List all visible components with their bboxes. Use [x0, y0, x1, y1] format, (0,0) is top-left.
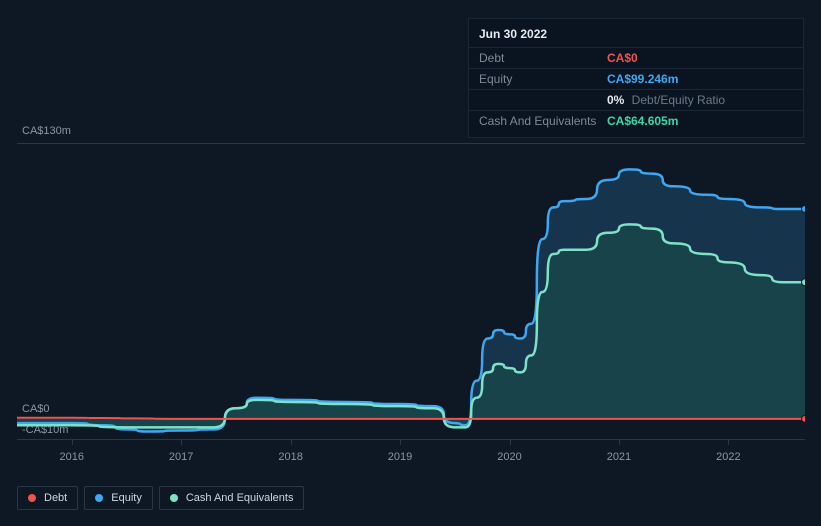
legend: Debt Equity Cash And Equivalents	[17, 486, 304, 510]
x-tick	[400, 439, 401, 445]
financial-chart: Jun 30 2022 DebtCA$0EquityCA$99.246m0% D…	[0, 0, 821, 526]
legend-label: Cash And Equivalents	[186, 492, 294, 504]
tooltip-value: CA$0	[607, 51, 638, 65]
x-axis-label: 2018	[278, 451, 302, 463]
cash-area	[17, 224, 805, 427]
x-tick	[72, 439, 73, 445]
legend-dot-icon	[170, 494, 178, 502]
x-axis-label: 2019	[388, 451, 412, 463]
tooltip-label: Cash And Equivalents	[479, 114, 607, 128]
tooltip-label: Debt	[479, 51, 607, 65]
cash-end-dot	[802, 279, 806, 286]
legend-dot-icon	[28, 494, 36, 502]
x-axis-label: 2022	[716, 451, 740, 463]
plot-area[interactable]	[17, 143, 805, 439]
legend-item-equity[interactable]: Equity	[84, 486, 153, 510]
legend-item-debt[interactable]: Debt	[17, 486, 78, 510]
tooltip-value: CA$99.246m	[607, 72, 678, 86]
x-axis-label: 2020	[497, 451, 521, 463]
legend-item-cash-and-equivalents[interactable]: Cash And Equivalents	[159, 486, 305, 510]
x-tick	[619, 439, 620, 445]
x-tick	[728, 439, 729, 445]
tooltip-row: EquityCA$99.246m	[469, 68, 803, 89]
x-tick	[181, 439, 182, 445]
x-tick	[291, 439, 292, 445]
x-tick	[510, 439, 511, 445]
x-axis-label: 2021	[607, 451, 631, 463]
equity-end-dot	[802, 206, 806, 213]
debt-end-dot	[802, 415, 806, 422]
plot-svg	[17, 144, 805, 440]
tooltip-label: Equity	[479, 72, 607, 86]
debt-line	[17, 418, 805, 419]
legend-label: Equity	[111, 492, 142, 504]
tooltip-sub: Debt/Equity Ratio	[628, 93, 725, 107]
tooltip-row: Cash And EquivalentsCA$64.605m	[469, 110, 803, 131]
data-tooltip: Jun 30 2022 DebtCA$0EquityCA$99.246m0% D…	[468, 18, 804, 138]
tooltip-row: 0% Debt/Equity Ratio	[469, 89, 803, 110]
x-axis-label: 2017	[169, 451, 193, 463]
x-axis-baseline	[17, 439, 805, 440]
x-axis-label: 2016	[59, 451, 83, 463]
tooltip-title: Jun 30 2022	[469, 25, 803, 47]
legend-label: Debt	[44, 492, 67, 504]
tooltip-label	[479, 93, 607, 107]
tooltip-value: CA$64.605m	[607, 114, 678, 128]
tooltip-value: 0% Debt/Equity Ratio	[607, 93, 725, 107]
tooltip-row: DebtCA$0	[469, 47, 803, 68]
y-axis-label: CA$130m	[22, 125, 71, 137]
legend-dot-icon	[95, 494, 103, 502]
